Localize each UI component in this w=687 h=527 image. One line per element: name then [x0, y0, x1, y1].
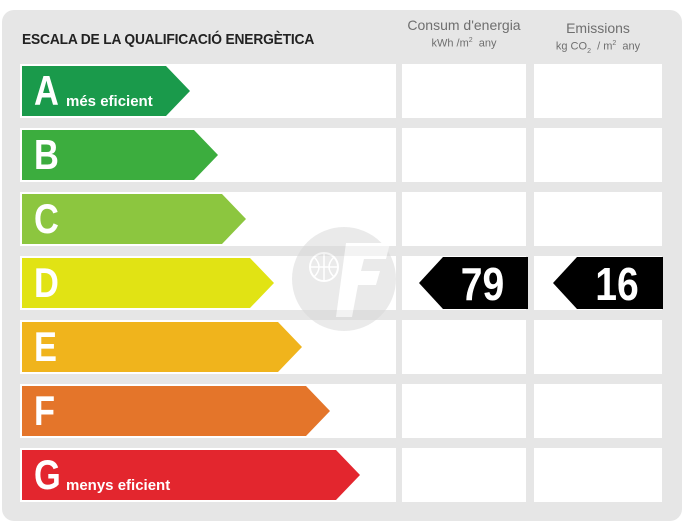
class-arrow-e: E — [22, 322, 302, 372]
class-arrow-b: B — [22, 130, 218, 180]
class-letter: G — [34, 451, 61, 498]
emissions-cell — [534, 128, 662, 182]
class-arrow-d: D — [22, 258, 274, 308]
class-letter: C — [34, 195, 59, 242]
rating-row-d: D 79 16 — [0, 256, 687, 310]
consum-header-label: Consum d'energia — [407, 17, 521, 33]
consum-value-tag-text: 79 — [460, 258, 505, 310]
rating-row-c: C — [0, 192, 687, 246]
consum-unit: kWh /m2 any — [431, 37, 497, 50]
consum-cell — [402, 384, 526, 438]
emissions-cell — [534, 64, 662, 118]
emissions-header: Emissions kg CO2 / m2 any — [534, 20, 662, 55]
emissions-value-tag-text: 16 — [595, 258, 639, 310]
emissions-cell — [534, 384, 662, 438]
rating-row-e: E — [0, 320, 687, 374]
class-sublabel: menys eficient — [66, 477, 171, 494]
class-arrow-f: F — [22, 386, 330, 436]
scale-title: ESCALA DE LA QUALIFICACIÓ ENERGÈTICA — [22, 31, 315, 48]
class-sublabel: més eficient — [66, 93, 153, 110]
consum-cell — [402, 128, 526, 182]
class-letter: A — [34, 67, 59, 114]
rating-row-b: B — [0, 128, 687, 182]
emissions-value-tag: 16 — [553, 257, 663, 310]
emissions-unit: kg CO2 / m2 any — [555, 40, 641, 55]
consum-cell — [402, 64, 526, 118]
emissions-cell — [534, 448, 662, 502]
consum-cell — [402, 192, 526, 246]
emissions-cell — [534, 320, 662, 374]
consum-cell — [402, 320, 526, 374]
emissions-cell — [534, 192, 662, 246]
rating-row-f: F — [0, 384, 687, 438]
class-letter: F — [34, 387, 56, 434]
class-letter: B — [34, 131, 59, 178]
consum-cell — [402, 448, 526, 502]
consum-header: Consum d'energia kWh /m2 any — [402, 17, 526, 50]
class-letter: D — [34, 259, 59, 306]
class-arrow-c: C — [22, 194, 246, 244]
emissions-header-label: Emissions — [566, 20, 630, 36]
consum-value-tag: 79 — [419, 257, 528, 310]
class-letter: E — [34, 323, 57, 370]
